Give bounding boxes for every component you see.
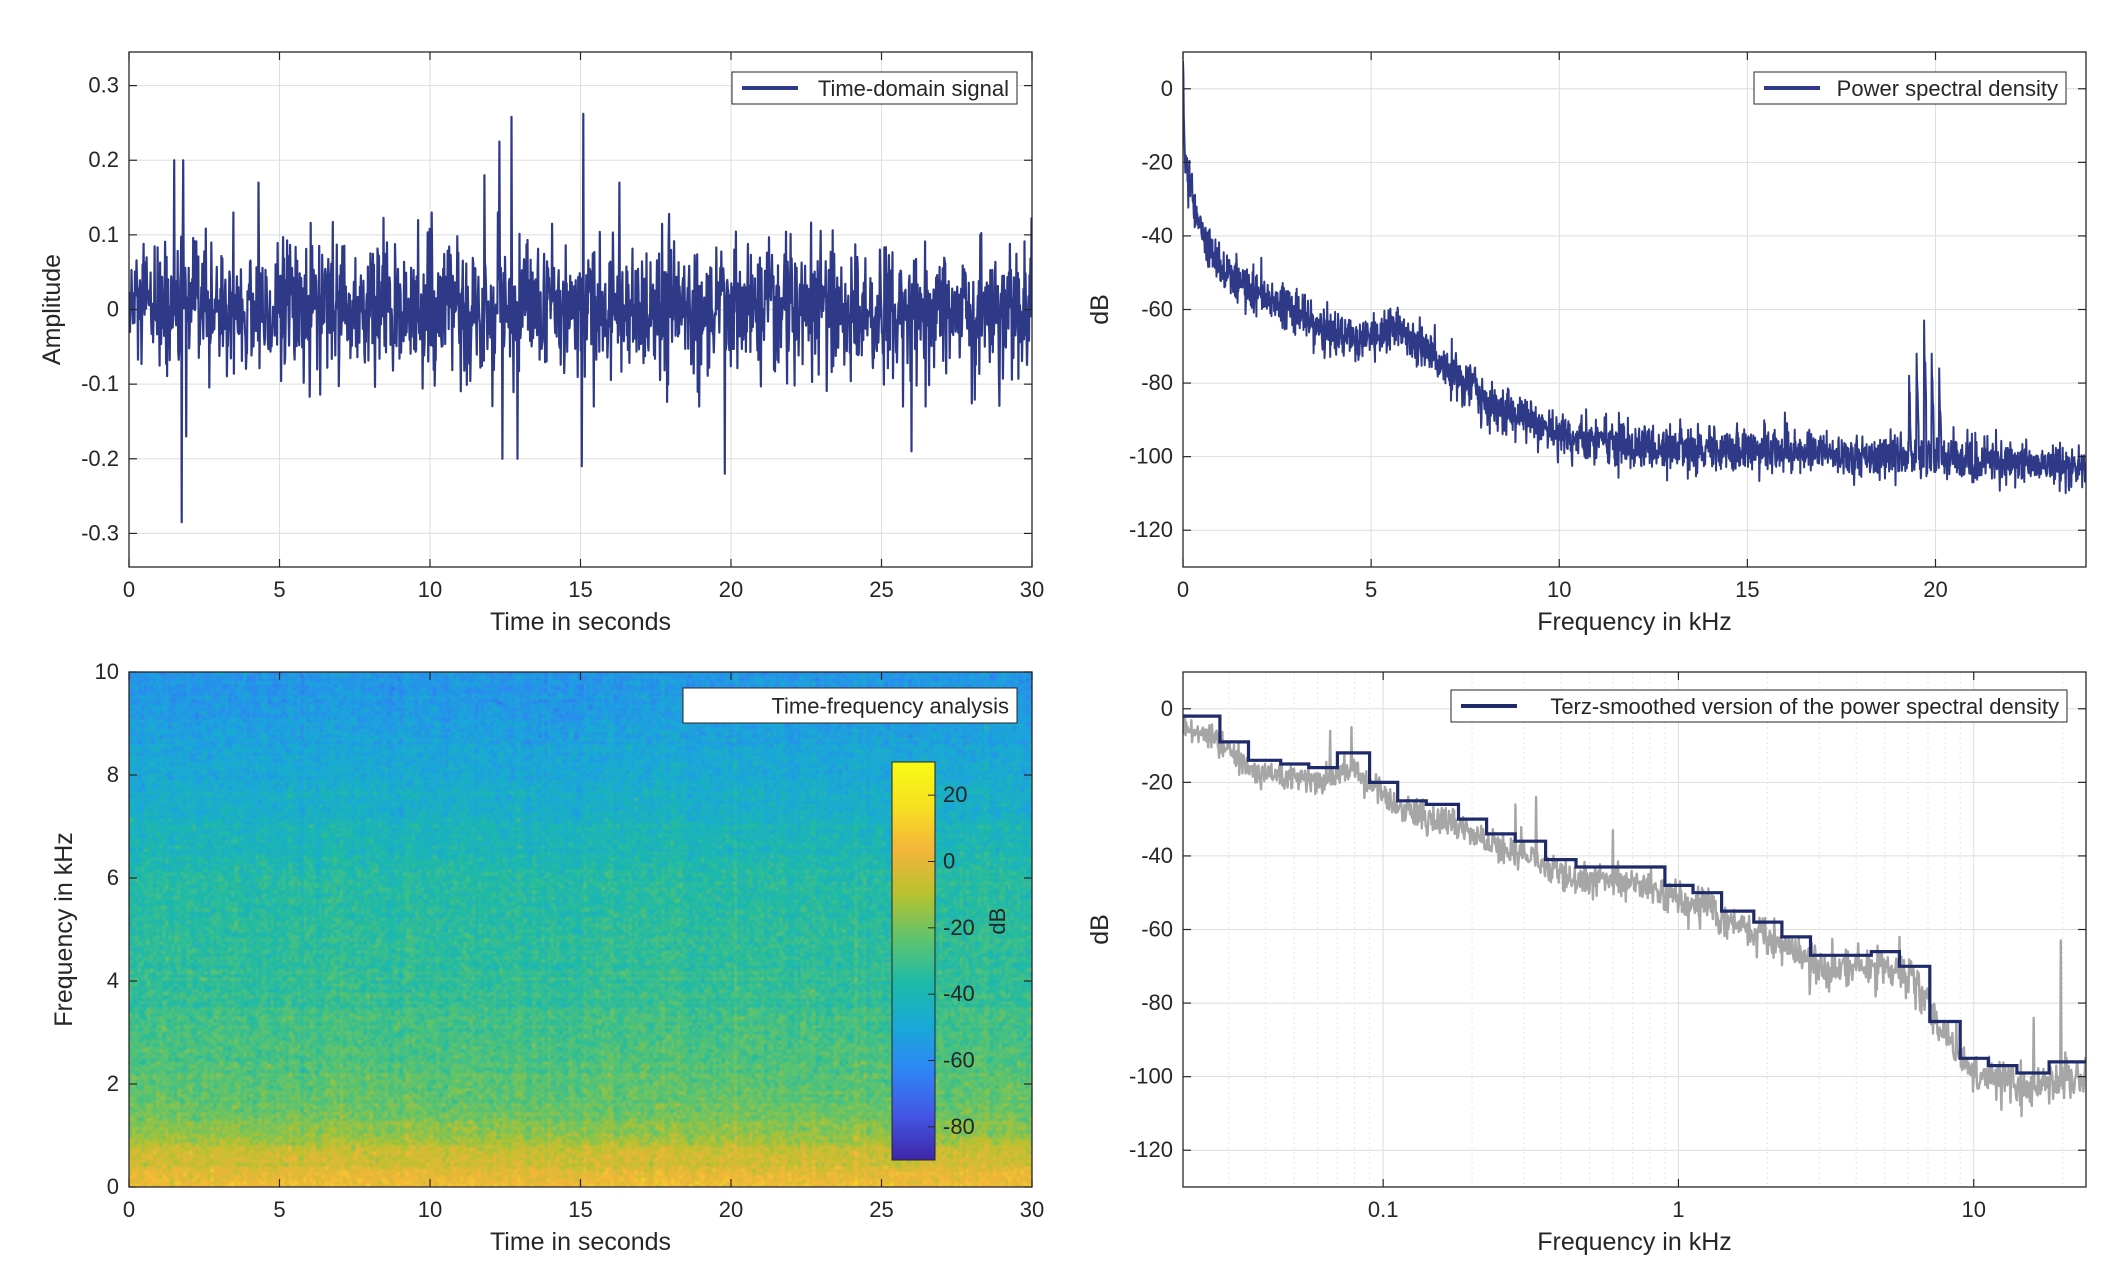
- y-axis-label: dB: [1086, 294, 1114, 325]
- series-power-spectral-density: [1183, 60, 2086, 495]
- y-tick-label: -100: [1129, 444, 1173, 469]
- x-tick-label: 25: [869, 1197, 893, 1222]
- legend: Power spectral density: [1753, 71, 2067, 105]
- y-tick-label: 0.1: [88, 222, 119, 247]
- x-tick-label: 20: [719, 1197, 743, 1222]
- x-tick-label: 15: [568, 577, 592, 602]
- y-tick-label: 0.3: [88, 73, 119, 98]
- colorbar-tick-label: -80: [943, 1114, 975, 1139]
- y-tick-label: 0: [107, 297, 119, 322]
- x-tick-label: 10: [1961, 1197, 1985, 1222]
- x-axis-label: Frequency in kHz: [1537, 608, 1732, 636]
- y-tick-label: -20: [1141, 149, 1173, 174]
- y-tick-label: 8: [107, 762, 119, 787]
- y-tick-label: 0: [1161, 76, 1173, 101]
- legend-box: [682, 687, 1018, 724]
- legend-entry: Time-domain signal: [818, 76, 1009, 101]
- chart-power-spectral-density: 0 5 10 15 20 -120 -100 -80 -60 -40 -20 0 Frequency i…: [1086, 51, 2087, 636]
- x-tick-label: 0: [123, 577, 135, 602]
- x-tick-label: 10: [418, 577, 442, 602]
- series-terz-smoothed: [1183, 714, 2086, 1075]
- y-axis-label: Frequency in kHz: [50, 832, 78, 1027]
- y-axis-label: Amplitude: [38, 254, 66, 365]
- legend: Terz-smoothed version of the power spect…: [1450, 689, 2068, 723]
- y-tick-label: 6: [107, 865, 119, 890]
- colorbar-label: dB: [985, 908, 1010, 935]
- x-tick-label: 5: [273, 577, 285, 602]
- x-tick-label: 10: [418, 1197, 442, 1222]
- x-axis-label: Time in seconds: [490, 608, 671, 636]
- x-tick-label: 0.1: [1368, 1197, 1399, 1222]
- x-tick-label: 0: [123, 1197, 135, 1222]
- legend-box: [1450, 689, 2068, 723]
- y-tick-label: 0: [1161, 696, 1173, 721]
- colorbar-tick-label: -40: [943, 981, 975, 1006]
- y-tick-label: -80: [1141, 370, 1173, 395]
- chart-time-domain: 0 5 10 15 20 25 30 -0.3 -0.2 -0.1 0 0.1 0.2 0.3 Time i…: [38, 51, 1044, 636]
- x-tick-label: 0: [1177, 577, 1189, 602]
- x-tick-label: 5: [1365, 577, 1377, 602]
- y-tick-label: -60: [1141, 917, 1173, 942]
- y-tick-label: -0.2: [81, 446, 119, 471]
- spectrogram-image: [129, 672, 1032, 1187]
- legend-entry: Power spectral density: [1837, 76, 2058, 101]
- y-tick-label: 0.2: [88, 147, 119, 172]
- x-tick-label: 5: [273, 1197, 285, 1222]
- x-tick-label: 30: [1020, 577, 1044, 602]
- colorbar-tick-label: -60: [943, 1048, 975, 1073]
- y-tick-label: -40: [1141, 843, 1173, 868]
- y-tick-label: -20: [1141, 769, 1173, 794]
- chart-time-frequency-analysis: 0 5 10 15 20 25 30 0 2 4 6 8 10 Time in seconds Freque…: [50, 659, 1044, 1256]
- x-axis-label: Time in seconds: [490, 1228, 671, 1256]
- y-tick-label: 2: [107, 1071, 119, 1096]
- legend: Time-frequency analysis: [682, 687, 1018, 724]
- y-tick-label: -100: [1129, 1064, 1173, 1089]
- colorbar-tick-label: 20: [943, 782, 967, 807]
- series-time-domain-signal: [129, 112, 1032, 524]
- x-tick-label: 1: [1672, 1197, 1684, 1222]
- colorbar: -80 -60 -40 -20 0 20 dB: [891, 761, 1010, 1161]
- y-tick-label: -120: [1129, 1137, 1173, 1162]
- y-tick-label: 0: [107, 1174, 119, 1199]
- colorbar-tick-label: -20: [943, 915, 975, 940]
- y-tick-label: -0.1: [81, 371, 119, 396]
- x-tick-label: 15: [568, 1197, 592, 1222]
- legend-entry: Terz-smoothed version of the power spect…: [1550, 694, 2059, 719]
- colorbar-tick-label: 0: [943, 849, 955, 874]
- y-tick-label: 4: [107, 968, 119, 993]
- y-tick-label: -40: [1141, 223, 1173, 248]
- y-axis-label: dB: [1086, 914, 1114, 945]
- legend-entry: Time-frequency analysis: [771, 694, 1009, 719]
- y-tick-label: -60: [1141, 297, 1173, 322]
- colorbar-gradient: [891, 761, 936, 1161]
- chart-terz-smoothed-psd: 0.1 1 10 -120 -100 -80 -60 -40 -20 0 Frequency in …: [1086, 671, 2087, 1256]
- y-tick-label: -120: [1129, 517, 1173, 542]
- x-tick-label: 15: [1735, 577, 1759, 602]
- x-tick-label: 20: [719, 577, 743, 602]
- legend: Time-domain signal: [731, 71, 1018, 105]
- y-tick-label: -0.3: [81, 520, 119, 545]
- x-axis-label: Frequency in kHz: [1537, 1228, 1732, 1256]
- y-tick-label: -80: [1141, 990, 1173, 1015]
- x-tick-label: 10: [1547, 577, 1571, 602]
- x-tick-label: 30: [1020, 1197, 1044, 1222]
- y-tick-label: 10: [95, 659, 119, 684]
- x-tick-label: 25: [869, 577, 893, 602]
- x-tick-label: 20: [1923, 577, 1947, 602]
